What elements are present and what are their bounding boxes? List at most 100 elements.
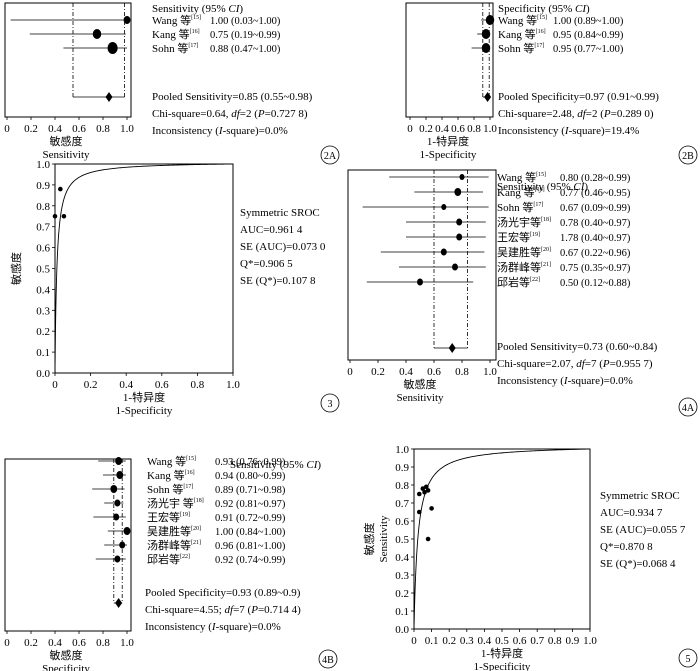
sroc-stat-text: SE (Q*)=0.068 4 — [600, 558, 676, 570]
sroc-stat-text: Q*=0.870 8 — [600, 541, 653, 553]
y-tick-label: 0.0 — [36, 368, 50, 380]
study-value: 1.00 (0.03~1.00) — [210, 16, 281, 27]
y-tick-label: 0.5 — [36, 264, 50, 276]
study-point — [116, 471, 124, 479]
x-tick-label: 1.0 — [120, 123, 134, 135]
x-tick-label: 0.4 — [435, 123, 449, 135]
y-tick-label: 0.8 — [36, 201, 50, 213]
chi-square-text: Chi-square=4.55; df=7 (P=0.714 4) — [145, 604, 301, 616]
panel-id: 3 — [328, 399, 333, 410]
study-point — [113, 513, 120, 521]
panel-id-circle — [678, 145, 698, 165]
x-tick-label: 0.3 — [460, 635, 474, 647]
data-point — [58, 186, 63, 192]
study-value: 0.80 (0.28~0.99) — [560, 173, 631, 184]
x-tick-label: 0 — [4, 637, 10, 649]
study-label: 吴建胜等[20] — [147, 524, 201, 538]
x-axis-label-en: 1-Specificity — [420, 149, 477, 161]
study-value: 0.92 (0.81~0.97) — [215, 499, 286, 510]
y-tick-label: 0.9 — [36, 180, 50, 192]
table-header: Specificity (95% CI) — [498, 3, 590, 15]
sroc-stat-text: AUC=0.961 4 — [240, 224, 303, 236]
plot-frame — [413, 448, 591, 630]
plot-frame — [4, 458, 132, 632]
study-value: 0.92 (0.74~0.99) — [215, 555, 286, 566]
study-label: Kang 等[16] — [498, 27, 546, 41]
study-point — [456, 233, 463, 241]
x-tick-label: 0 — [52, 379, 58, 391]
x-tick-label: 0.7 — [530, 635, 544, 647]
x-axis-label-en: 1-Specificity — [474, 661, 531, 671]
study-label: 汤群峰等[21] — [147, 538, 201, 552]
x-tick-label: 0.4 — [48, 637, 62, 649]
x-tick-label: 0.6 — [513, 635, 527, 647]
table-header: Sensitivity (95% CI) — [152, 3, 243, 15]
x-tick-label: 0.6 — [427, 366, 441, 378]
pooled-diamond — [105, 92, 113, 102]
sroc-stat-text: Symmetric SROC — [240, 207, 320, 219]
x-tick-label: 0.8 — [96, 637, 110, 649]
data-point — [429, 506, 434, 511]
study-point — [456, 218, 463, 226]
y-axis-label: 敏感度 — [362, 523, 376, 556]
panel-id-circle — [320, 145, 340, 165]
x-axis-label-cn: 1-特异度 — [123, 390, 165, 404]
study-value: 0.95 (0.84~0.99) — [553, 30, 624, 41]
panel-id: 2B — [682, 151, 694, 162]
study-point — [110, 485, 118, 493]
study-label: 王宏等[19] — [147, 510, 190, 524]
x-tick-label: 0.5 — [495, 635, 509, 647]
panel-id: 2A — [324, 151, 337, 162]
sroc-stat-text: Symmetric SROC — [600, 490, 680, 502]
study-label: Sohn 等[17] — [498, 41, 544, 55]
study-point — [92, 29, 102, 39]
y-tick-label: 0.7 — [395, 498, 409, 510]
inconsistency-text: Inconsistency (I-square)=0.0% — [152, 125, 288, 137]
study-point — [452, 263, 458, 271]
panel-id-circle — [318, 649, 338, 669]
study-value: 1.00 (0.84~1.00) — [215, 527, 286, 538]
study-label: Kang 等[16] — [497, 185, 545, 199]
x-tick-label: 0 — [4, 123, 10, 135]
study-value: 1.78 (0.40~0.97) — [560, 233, 631, 244]
y-axis-label-en: Sensitivity — [378, 515, 390, 563]
sroc-stat-text: SE (Q*)=0.107 8 — [240, 275, 316, 287]
study-point — [107, 42, 118, 54]
x-tick-label: 0.8 — [96, 123, 110, 135]
inconsistency-text: Inconsistency (I-square)=0.0% — [497, 375, 633, 387]
panel-id: 4A — [682, 403, 695, 414]
y-tick-label: 0.0 — [395, 624, 409, 636]
study-point — [123, 527, 131, 535]
study-value: 0.50 (0.12~0.88) — [560, 278, 631, 289]
chi-square-text: Chi-square=0.64, df=2 (P=0.727 8) — [152, 108, 308, 120]
study-label: Wang 等[15] — [152, 13, 201, 27]
study-value: 0.67 (0.22~0.96) — [560, 248, 631, 259]
study-label: Sohn 等[17] — [152, 41, 198, 55]
panel-id: 5 — [686, 654, 691, 665]
y-tick-label: 0.2 — [36, 326, 50, 338]
x-tick-label: 0.1 — [425, 635, 439, 647]
x-axis-label-en: 1-Specificity — [116, 405, 173, 417]
study-value: 0.96 (0.81~1.00) — [215, 541, 286, 552]
study-value: 0.75 (0.35~0.97) — [560, 263, 631, 274]
sroc-stat-text: AUC=0.934 7 — [600, 507, 663, 519]
x-tick-label: 1.0 — [483, 123, 497, 135]
panel-id: 4B — [322, 655, 334, 666]
study-point — [119, 541, 126, 549]
study-point — [481, 43, 491, 53]
data-point — [424, 484, 429, 490]
y-tick-label: 0.6 — [395, 516, 409, 528]
study-label: 汤群峰等[21] — [497, 260, 551, 274]
study-value: 0.94 (0.80~0.99) — [215, 471, 286, 482]
y-tick-label: 0.3 — [395, 570, 409, 582]
x-tick-label: 0.8 — [455, 366, 469, 378]
x-tick-label: 0 — [411, 635, 417, 647]
x-tick-label: 0.2 — [371, 366, 385, 378]
study-label: Wang 等[15] — [497, 170, 546, 184]
data-point — [52, 213, 58, 219]
study-value: 0.77 (0.46~0.95) — [560, 188, 631, 199]
y-tick-label: 1.0 — [36, 159, 50, 171]
x-tick-label: 0 — [347, 366, 353, 378]
y-tick-label: 0.2 — [395, 588, 409, 600]
